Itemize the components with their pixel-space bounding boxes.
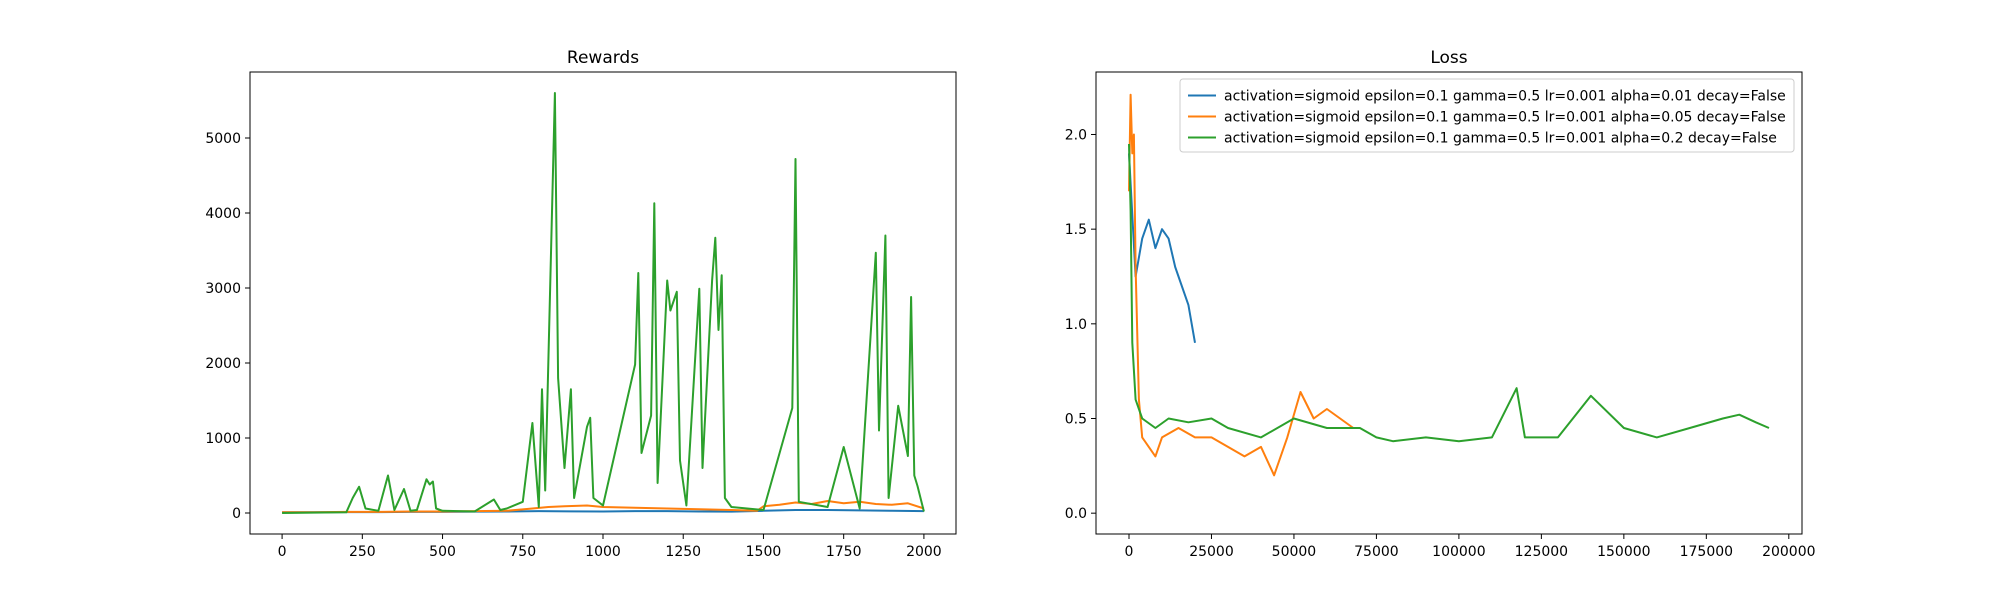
x-tick-label: 1500: [746, 544, 782, 560]
plot-lines: [282, 92, 925, 514]
series-line-1: [1128, 93, 1354, 477]
series-line-0: [1128, 153, 1196, 343]
legend-box: [1179, 78, 1795, 153]
y-tick-label: 1000: [205, 431, 241, 447]
y-tick-label: 1.0: [1065, 317, 1087, 333]
x-tick-label: 750: [509, 544, 536, 560]
x-tick-label: 1000: [585, 544, 621, 560]
x-tick-label: 500: [429, 544, 456, 560]
x-tick-label: 175000: [1680, 544, 1733, 560]
y-tick-label: 5000: [205, 131, 241, 147]
x-tick-label: 75000: [1354, 544, 1399, 560]
x-tick-label: 100000: [1432, 544, 1485, 560]
y-tick-label: 2000: [205, 356, 241, 372]
loss-chart: 0 25000 50000 75000 100000 125000 150000 175000…: [1065, 48, 1816, 560]
x-tick-label: 0: [1125, 544, 1134, 560]
series-line-1: [282, 500, 925, 514]
x-tick-label: 250: [349, 544, 376, 560]
y-tick-label: 0.5: [1065, 412, 1087, 428]
y-tick-label: 4000: [205, 206, 241, 222]
x-tick-label: 0: [278, 544, 287, 560]
series-line-2: [1128, 143, 1770, 443]
legend-label-1: activation=sigmoid epsilon=0.1 gamma=0.5…: [1224, 110, 1786, 126]
y-tick-label: 0: [232, 506, 241, 522]
legend: activation=sigmoid epsilon=0.1 gamma=0.5…: [1179, 78, 1795, 153]
x-tick-label: 200000: [1762, 544, 1815, 560]
chart-title: Loss: [1430, 48, 1467, 68]
axes-frame: [1095, 71, 1803, 535]
legend-label-2: activation=sigmoid epsilon=0.1 gamma=0.5…: [1224, 131, 1777, 147]
series-line-2: [282, 92, 925, 514]
rewards-chart: 0 250 500 750 1000 1250 1500 1750 2000 0 1000 2000 3…: [205, 48, 957, 560]
y-tick-label: 0.0: [1065, 506, 1087, 522]
x-tick-label: 150000: [1597, 544, 1650, 560]
x-tick-label: 50000: [1272, 544, 1317, 560]
y-tick-label: 1.5: [1065, 222, 1087, 238]
x-tick-label: 25000: [1189, 544, 1234, 560]
plot-lines: [1128, 93, 1770, 477]
y-tick-label: 3000: [205, 281, 241, 297]
chart-title: Rewards: [567, 48, 639, 68]
x-tick-label: 1750: [826, 544, 862, 560]
y-tick-label: 2.0: [1065, 127, 1087, 143]
x-tick-label: 2000: [906, 544, 942, 560]
legend-label-0: activation=sigmoid epsilon=0.1 gamma=0.5…: [1224, 89, 1786, 105]
x-tick-label: 125000: [1515, 544, 1568, 560]
x-tick-label: 1250: [665, 544, 701, 560]
